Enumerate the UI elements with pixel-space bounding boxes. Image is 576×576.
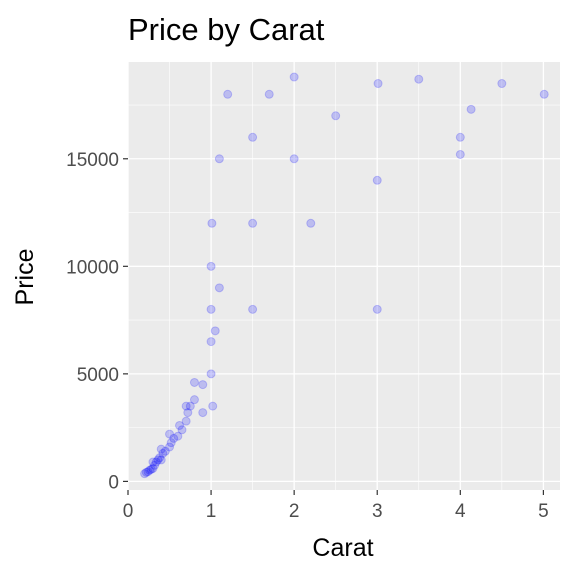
data-point bbox=[165, 429, 175, 439]
data-point bbox=[175, 420, 185, 430]
y-tick-label: 5000 bbox=[77, 365, 119, 386]
data-point bbox=[155, 453, 165, 463]
data-point bbox=[140, 469, 150, 479]
data-point bbox=[169, 433, 179, 443]
x-tick-label: 4 bbox=[455, 501, 466, 522]
data-point bbox=[207, 218, 217, 228]
data-point bbox=[264, 89, 274, 99]
data-point bbox=[148, 457, 158, 467]
data-point bbox=[166, 438, 176, 448]
data-point bbox=[289, 72, 299, 82]
data-point bbox=[143, 467, 153, 477]
y-tick-label: 15000 bbox=[66, 150, 119, 171]
data-point bbox=[306, 218, 316, 228]
data-point bbox=[206, 369, 216, 379]
data-point bbox=[165, 442, 175, 452]
chart-title: Price by Carat bbox=[128, 12, 325, 47]
data-point bbox=[208, 401, 218, 411]
data-point bbox=[372, 175, 382, 185]
data-point bbox=[372, 304, 382, 314]
data-point bbox=[466, 104, 476, 114]
y-tick-label: 10000 bbox=[66, 257, 119, 278]
plot-panel bbox=[127, 62, 560, 490]
data-point bbox=[210, 326, 220, 336]
data-point bbox=[373, 79, 383, 89]
data-point bbox=[156, 455, 166, 465]
x-axis-ticks: 0 1 2 3 4 5 bbox=[123, 490, 549, 522]
data-point bbox=[158, 448, 168, 458]
data-point bbox=[177, 425, 187, 435]
data-point bbox=[141, 467, 151, 477]
data-point bbox=[331, 111, 341, 121]
data-point bbox=[145, 465, 155, 475]
x-tick-label: 2 bbox=[289, 501, 300, 522]
x-axis-title: Carat bbox=[312, 534, 373, 562]
data-point bbox=[150, 460, 160, 470]
data-point bbox=[148, 463, 158, 473]
data-point bbox=[146, 464, 156, 474]
data-point bbox=[248, 132, 258, 142]
data-point bbox=[206, 261, 216, 271]
axes: 0 1 2 3 4 5 0 5000 10000 15000 bbox=[66, 150, 549, 522]
x-tick-label: 3 bbox=[372, 501, 383, 522]
data-point bbox=[497, 79, 507, 89]
data-point bbox=[214, 154, 224, 164]
data-point bbox=[248, 304, 258, 314]
y-axis-ticks: 0 5000 10000 15000 bbox=[66, 150, 128, 493]
y-tick-label: 0 bbox=[108, 472, 119, 493]
data-point bbox=[160, 446, 170, 456]
data-point bbox=[173, 431, 183, 441]
data-point bbox=[181, 416, 191, 426]
data-point bbox=[248, 218, 258, 228]
data-point bbox=[181, 401, 191, 411]
x-tick-label: 5 bbox=[538, 501, 549, 522]
data-point bbox=[156, 444, 166, 454]
y-axis-title: Price bbox=[11, 249, 39, 306]
panel-background bbox=[128, 62, 560, 490]
data-point bbox=[455, 132, 465, 142]
data-point bbox=[183, 408, 193, 418]
data-point bbox=[198, 408, 208, 418]
data-points bbox=[140, 72, 549, 479]
x-tick-label: 1 bbox=[206, 501, 217, 522]
data-point bbox=[414, 74, 424, 84]
data-point bbox=[153, 455, 163, 465]
data-point bbox=[185, 401, 195, 411]
data-point bbox=[151, 457, 161, 467]
data-point bbox=[206, 304, 216, 314]
data-point bbox=[214, 283, 224, 293]
data-point bbox=[223, 89, 233, 99]
data-point bbox=[189, 377, 199, 387]
grid-lines bbox=[127, 62, 560, 490]
data-point bbox=[289, 154, 299, 164]
data-point bbox=[189, 395, 199, 405]
data-point bbox=[206, 337, 216, 347]
data-point bbox=[539, 89, 549, 99]
data-point bbox=[455, 149, 465, 159]
data-point bbox=[198, 380, 208, 390]
x-tick-label: 0 bbox=[123, 501, 134, 522]
